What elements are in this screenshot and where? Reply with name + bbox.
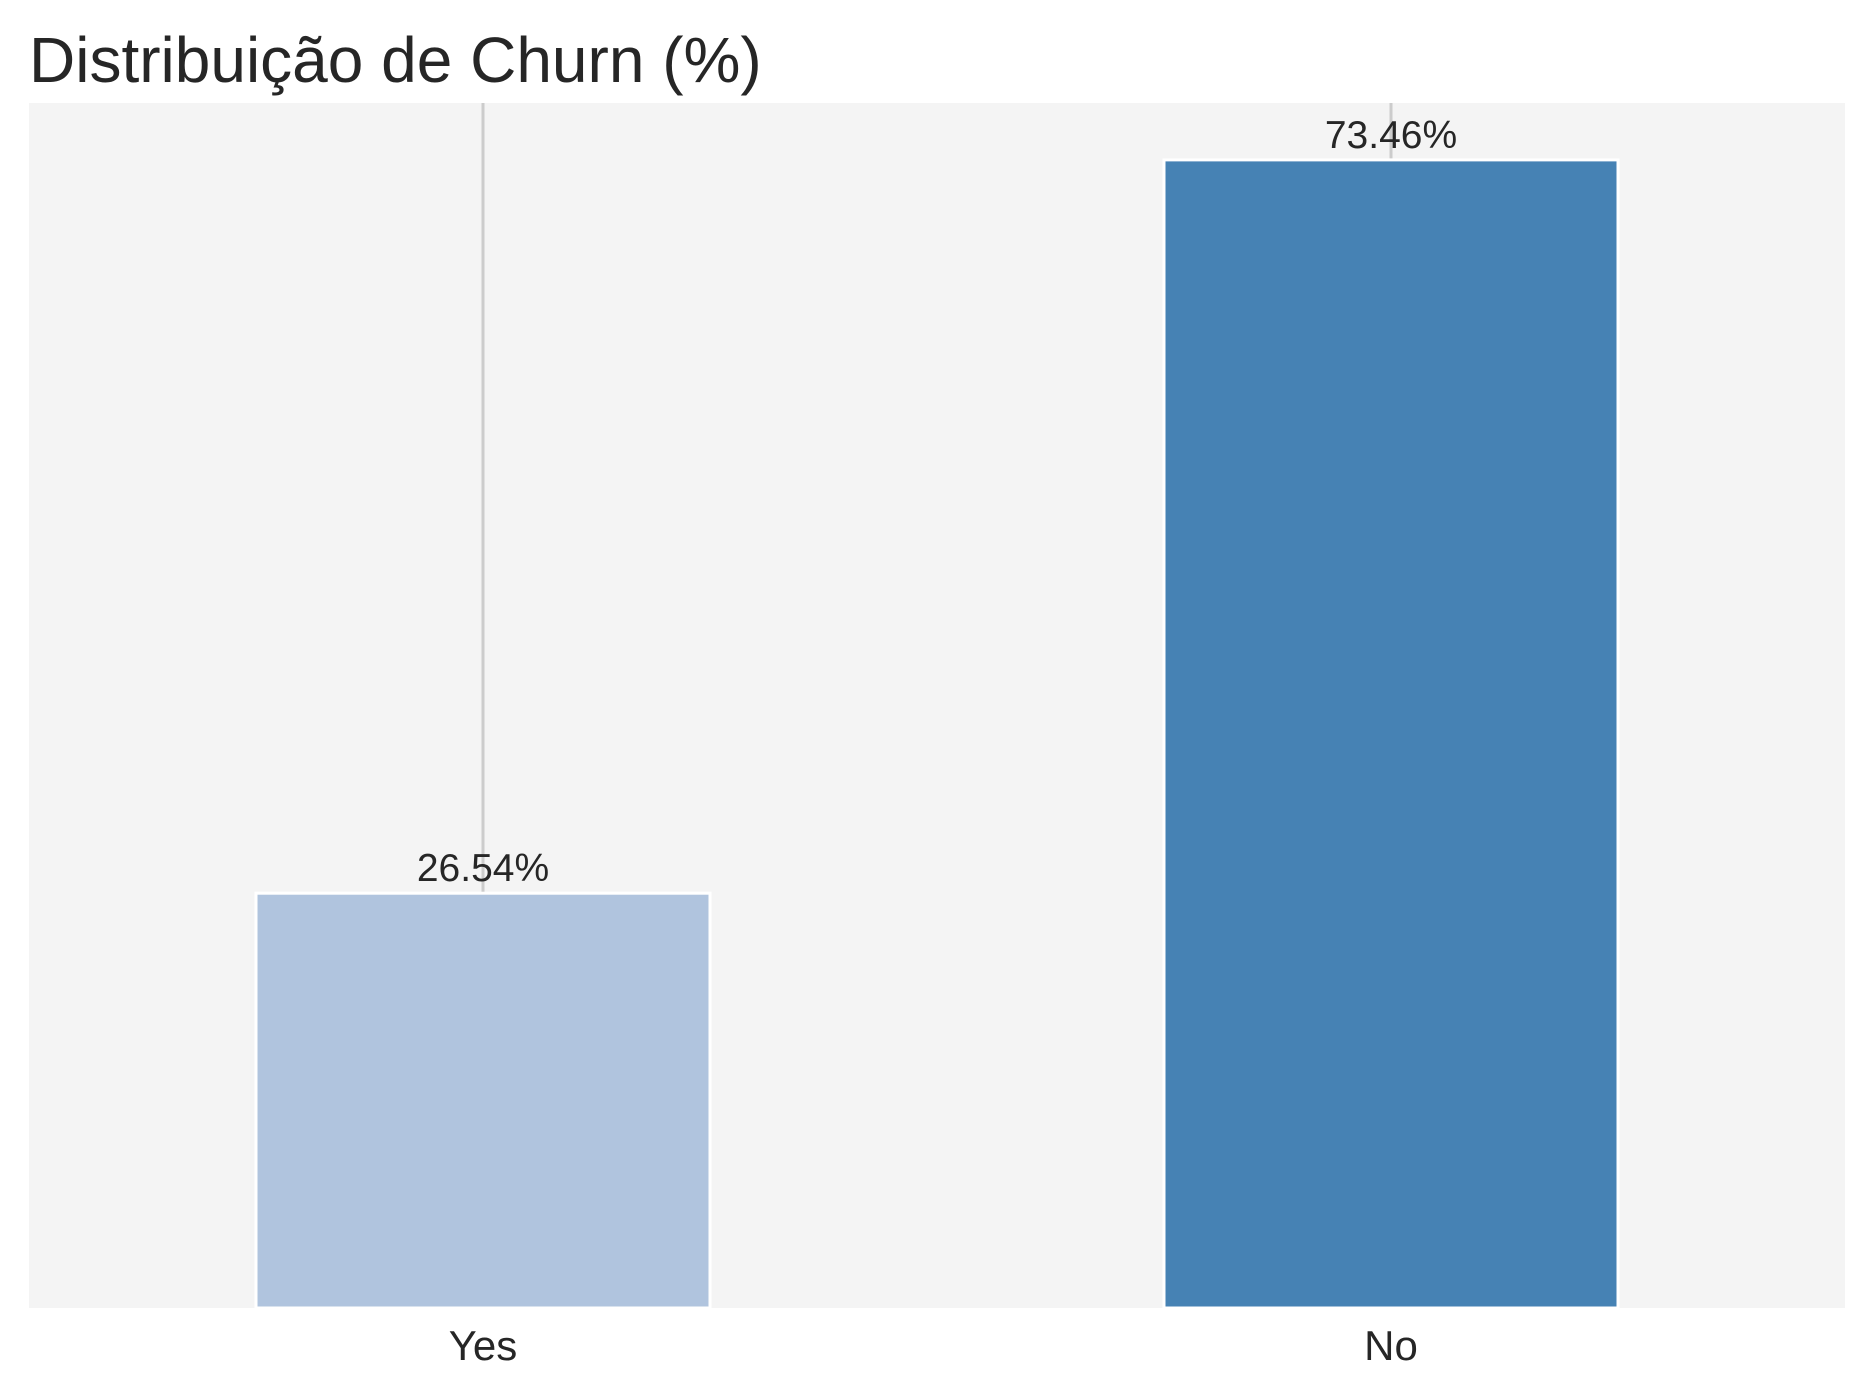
data-labels: 26.54% 73.46% (417, 114, 1457, 890)
x-axis-ticks: Yes No (449, 1322, 1418, 1369)
bar-no (1162, 158, 1620, 1310)
data-label-no: 73.46% (1325, 114, 1457, 157)
bars (254, 158, 1620, 1310)
chart-title: Distribuição de Churn (%) (29, 24, 762, 96)
bar-yes (254, 891, 712, 1310)
data-label-yes: 26.54% (417, 847, 549, 890)
x-tick-label-no: No (1364, 1322, 1418, 1369)
x-tick-label-yes: Yes (449, 1322, 518, 1369)
